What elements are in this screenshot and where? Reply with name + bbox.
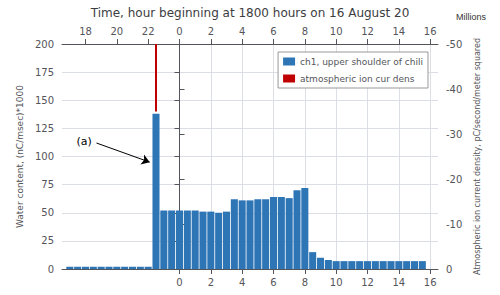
svg-text:16: 16 <box>424 26 437 37</box>
svg-text:6: 6 <box>270 277 276 288</box>
svg-text:6: 6 <box>270 26 276 37</box>
svg-text:100: 100 <box>35 151 54 162</box>
svg-text:125: 125 <box>35 123 54 134</box>
svg-text:18: 18 <box>79 26 92 37</box>
svg-text:10: 10 <box>330 277 343 288</box>
svg-text:atmospheric ion cur dens: atmospheric ion cur dens <box>300 74 415 84</box>
svg-text:-20: -20 <box>446 174 462 185</box>
svg-text:-10: -10 <box>446 219 462 230</box>
svg-text:14: 14 <box>392 26 405 37</box>
svg-text:175: 175 <box>35 67 54 78</box>
svg-text:12: 12 <box>361 26 374 37</box>
svg-text:200: 200 <box>35 39 54 50</box>
svg-text:25: 25 <box>41 235 54 246</box>
svg-text:4: 4 <box>239 277 245 288</box>
svg-text:8: 8 <box>302 277 308 288</box>
svg-text:Atmospheric ion current densit: Atmospheric ion current density, pC/seco… <box>473 38 482 275</box>
svg-text:-50: -50 <box>446 39 462 50</box>
svg-text:4: 4 <box>239 26 245 37</box>
svg-text:Millions: Millions <box>456 12 487 22</box>
svg-text:50: 50 <box>41 207 54 218</box>
svg-text:2: 2 <box>208 277 214 288</box>
svg-text:ch1, upper shoulder of chili: ch1, upper shoulder of chili <box>300 57 423 67</box>
svg-text:0: 0 <box>176 277 182 288</box>
svg-text:10: 10 <box>330 26 343 37</box>
svg-text:Water content, (nC/msec)*1000: Water content, (nC/msec)*1000 <box>15 85 25 228</box>
svg-text:16: 16 <box>424 277 437 288</box>
svg-text:0: 0 <box>48 264 54 275</box>
svg-text:22: 22 <box>142 26 155 37</box>
svg-text:150: 150 <box>35 95 54 106</box>
svg-text:0: 0 <box>176 26 182 37</box>
svg-text:2: 2 <box>208 26 214 37</box>
svg-text:8: 8 <box>302 26 308 37</box>
svg-text:0: 0 <box>446 264 452 275</box>
svg-text:75: 75 <box>41 179 54 190</box>
svg-text:-30: -30 <box>446 129 462 140</box>
svg-text:(a): (a) <box>76 135 91 148</box>
svg-text:12: 12 <box>361 277 374 288</box>
svg-text:20: 20 <box>110 26 123 37</box>
svg-text:-40: -40 <box>446 84 462 95</box>
svg-text:Time, hour beginning at 1800 h: Time, hour beginning at 1800 hours on 16… <box>90 6 410 20</box>
svg-text:14: 14 <box>392 277 405 288</box>
